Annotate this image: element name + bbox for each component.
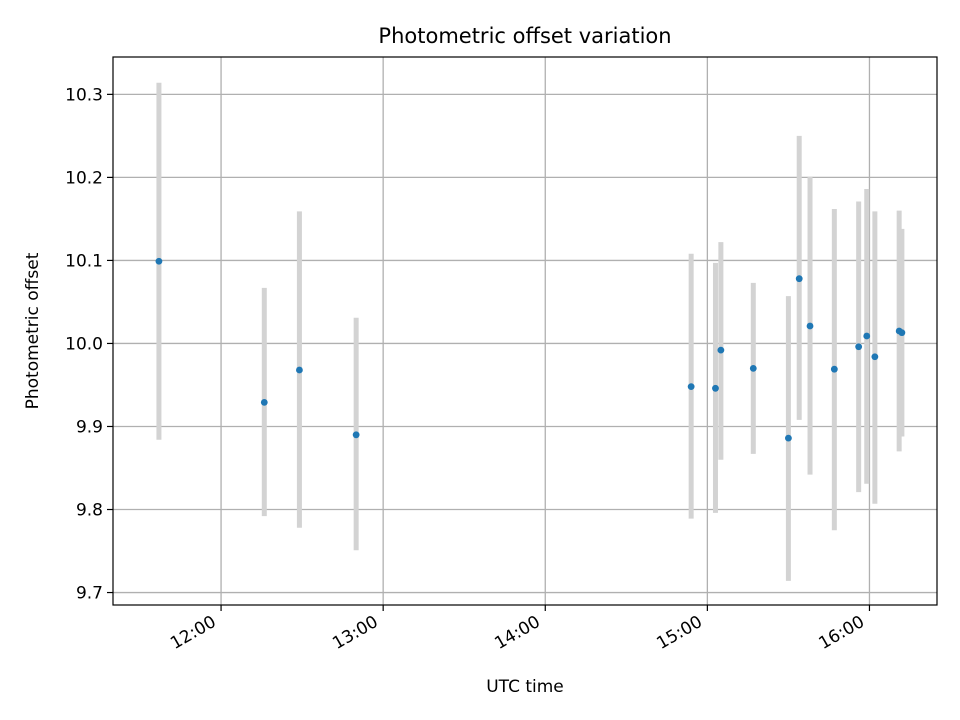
- data-point: [871, 353, 879, 361]
- data-point: [830, 365, 838, 373]
- plot-area-frame: [112, 56, 938, 606]
- data-point: [863, 332, 871, 340]
- y-tick-label: 10.0: [65, 334, 103, 354]
- data-point: [855, 343, 863, 351]
- data-points: [155, 257, 906, 442]
- y-axis-title: Photometric offset: [23, 252, 43, 409]
- y-tick-label: 9.8: [76, 501, 103, 521]
- data-point: [717, 346, 725, 354]
- data-point: [795, 275, 803, 283]
- y-tick-label: 10.2: [65, 168, 103, 188]
- data-point: [296, 366, 303, 374]
- data-point: [712, 384, 719, 392]
- y-tick-label: 9.9: [76, 417, 103, 437]
- y-axis-ticks: 9.7 9.8 9.9 10.0 10.1 10.2 10.3: [65, 85, 113, 604]
- data-point: [749, 364, 757, 372]
- data-point: [155, 257, 163, 265]
- y-tick-label: 10.1: [65, 251, 103, 271]
- chart-title: Photometric offset variation: [378, 24, 671, 48]
- y-tick-label: 9.7: [76, 584, 103, 604]
- data-point: [687, 383, 695, 391]
- data-point: [898, 329, 906, 337]
- data-point: [785, 434, 792, 442]
- y-tick-label: 10.3: [65, 85, 103, 105]
- data-point: [806, 322, 814, 330]
- data-point: [260, 399, 268, 406]
- x-axis-title: UTC time: [486, 677, 564, 697]
- data-point: [352, 431, 360, 439]
